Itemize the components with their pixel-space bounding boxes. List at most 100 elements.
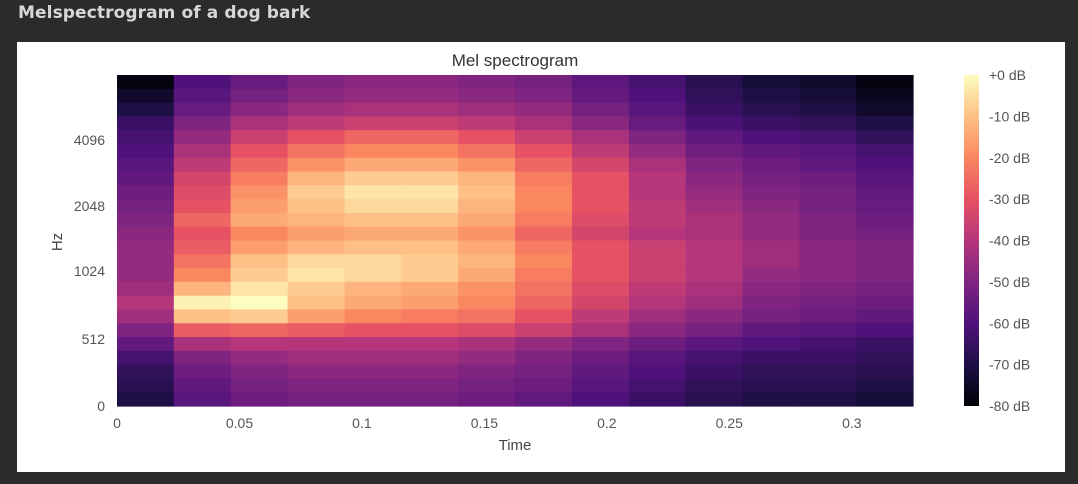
heatmap-cell bbox=[287, 281, 346, 297]
heatmap-cell bbox=[628, 240, 687, 255]
heatmap-cell bbox=[117, 143, 175, 159]
heatmap-cell bbox=[344, 295, 402, 311]
heatmap-cell bbox=[799, 254, 857, 269]
heatmap-cell bbox=[230, 75, 289, 90]
x-tick-label: 0.1 bbox=[352, 415, 372, 431]
heatmap-cell bbox=[799, 337, 857, 352]
heatmap-cell bbox=[173, 212, 232, 228]
heatmap-cell bbox=[458, 130, 516, 145]
heatmap-cell bbox=[799, 88, 857, 104]
heatmap-cell bbox=[856, 268, 914, 283]
heatmap-cell bbox=[230, 88, 289, 104]
heatmap-cell bbox=[628, 171, 687, 186]
colorbar-tick-label: -50 dB bbox=[989, 274, 1030, 290]
heatmap-cell bbox=[344, 171, 402, 186]
colorbar-tick-label: -80 dB bbox=[989, 398, 1030, 414]
heatmap-cell bbox=[117, 392, 175, 407]
heatmap-cell bbox=[571, 378, 630, 393]
heatmap-cell bbox=[287, 226, 346, 242]
heatmap-cell bbox=[571, 350, 630, 366]
heatmap-cell bbox=[230, 185, 289, 200]
heatmap-cell bbox=[628, 116, 687, 131]
y-tick-label: 0 bbox=[97, 398, 105, 414]
heatmap-cell bbox=[287, 157, 346, 173]
heatmap-cell bbox=[401, 268, 459, 283]
heatmap-cell bbox=[287, 295, 346, 311]
heatmap-cell bbox=[571, 116, 630, 131]
heatmap-cell bbox=[628, 392, 687, 407]
heatmap-cell bbox=[515, 295, 573, 311]
heatmap-cell bbox=[799, 157, 857, 173]
heatmap-cell bbox=[685, 226, 744, 242]
heatmap-cell bbox=[401, 309, 459, 324]
heatmap-cell bbox=[173, 323, 232, 338]
heatmap-cell bbox=[173, 240, 232, 255]
heatmap-cell bbox=[230, 226, 289, 242]
heatmap-cell bbox=[685, 392, 744, 407]
heatmap-cell bbox=[287, 254, 346, 269]
heatmap-cell bbox=[401, 199, 459, 214]
heatmap-cell bbox=[117, 116, 175, 131]
heatmap-cell bbox=[401, 130, 459, 145]
heatmap-cell bbox=[344, 157, 402, 173]
heatmap-cell bbox=[571, 143, 630, 159]
heatmap-cell bbox=[287, 116, 346, 131]
heatmap-cell bbox=[117, 323, 175, 338]
heatmap-cell bbox=[458, 364, 516, 380]
heatmap-cell bbox=[799, 378, 857, 393]
heatmap-cell bbox=[458, 226, 516, 242]
heatmap-cell bbox=[571, 364, 630, 380]
heatmap-cell bbox=[401, 337, 459, 352]
heatmap-cells bbox=[117, 75, 914, 407]
x-tick-label: 0.2 bbox=[597, 415, 617, 431]
heatmap-cell bbox=[685, 88, 744, 104]
heatmap-cell bbox=[230, 323, 289, 338]
heatmap-cell bbox=[856, 309, 914, 324]
heatmap-cell bbox=[685, 350, 744, 366]
heatmap-cell bbox=[401, 212, 459, 228]
heatmap-cell bbox=[230, 364, 289, 380]
heatmap-cell bbox=[344, 309, 402, 324]
heatmap-cell bbox=[856, 185, 914, 200]
colorbar-tick-label: -70 dB bbox=[989, 357, 1030, 373]
heatmap-cell bbox=[287, 350, 346, 366]
heatmap-cell bbox=[458, 323, 516, 338]
heatmap-cell bbox=[856, 102, 914, 117]
heatmap-cell bbox=[458, 392, 516, 407]
y-tick-label: 512 bbox=[82, 331, 106, 347]
heatmap-cell bbox=[856, 75, 914, 90]
heatmap-cell bbox=[173, 309, 232, 324]
heatmap-cell bbox=[571, 157, 630, 173]
heatmap-cell bbox=[173, 130, 232, 145]
heatmap-cell bbox=[856, 199, 914, 214]
heatmap-cell bbox=[799, 364, 857, 380]
heatmap-cell bbox=[344, 268, 402, 283]
heatmap-cell bbox=[515, 254, 573, 269]
heatmap-cell bbox=[571, 254, 630, 269]
colorbar-tick-label: -10 dB bbox=[989, 108, 1030, 124]
heatmap-cell bbox=[628, 309, 687, 324]
heatmap-cell bbox=[856, 226, 914, 242]
heatmap-cell bbox=[117, 309, 175, 324]
heatmap-cell bbox=[856, 337, 914, 352]
colorbar-tick-label: -40 dB bbox=[989, 233, 1030, 249]
heatmap-cell bbox=[571, 75, 630, 90]
heatmap-cell bbox=[458, 240, 516, 255]
heatmap-cell bbox=[856, 143, 914, 159]
heatmap-cell bbox=[401, 171, 459, 186]
heatmap-cell bbox=[799, 75, 857, 90]
heatmap-cell bbox=[628, 88, 687, 104]
heatmap-cell bbox=[628, 295, 687, 311]
heatmap-cell bbox=[515, 130, 573, 145]
heatmap-cell bbox=[685, 157, 744, 173]
heatmap-cell bbox=[856, 392, 914, 407]
heatmap-cell bbox=[571, 268, 630, 283]
heatmap-cell bbox=[515, 157, 573, 173]
heatmap-cell bbox=[628, 323, 687, 338]
heatmap-cell bbox=[117, 199, 175, 214]
heatmap-cell bbox=[742, 392, 800, 407]
heatmap-cell bbox=[742, 254, 800, 269]
heatmap-cell bbox=[571, 199, 630, 214]
heatmap-cell bbox=[401, 226, 459, 242]
heatmap-cell bbox=[571, 88, 630, 104]
